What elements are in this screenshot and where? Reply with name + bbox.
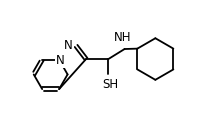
- Text: SH: SH: [103, 78, 119, 91]
- Text: N: N: [55, 54, 64, 67]
- Text: N: N: [64, 39, 73, 52]
- Text: NH: NH: [114, 31, 132, 44]
